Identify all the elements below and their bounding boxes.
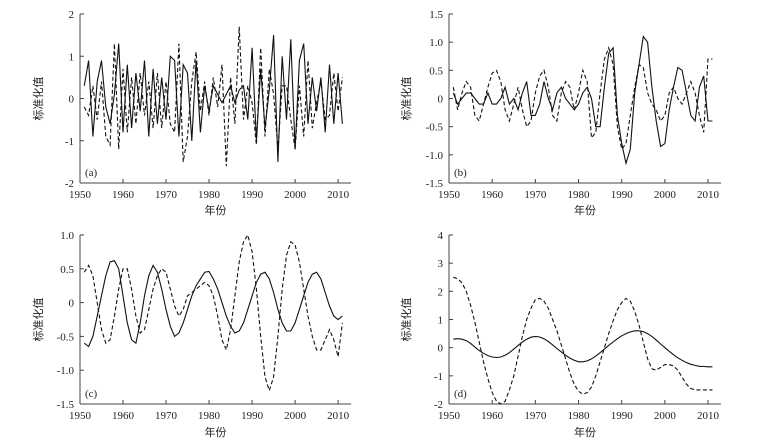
panel-b-x-tick-label: 1990 [611,189,634,201]
panel-d-x-tick-label: 1990 [611,410,634,422]
panel-d-y-tick-label: -1 [434,371,443,383]
panel-b-x-axis-label: 年份 [574,203,596,217]
panel-b-y-axis-label: 标准化值 [399,77,413,121]
panel-a-x-tick-label: 1970 [155,189,178,201]
panel-d-y-tick-label: 4 [438,230,444,242]
panel-d-y-tick-label: 3 [438,258,444,270]
panel-d-series-solid-line [453,330,713,368]
panel-a: -2 -1 0 1 2 1950 1960 1970 1980 1990 2000 2010 年份 标准化… [31,9,351,217]
panel-c-y-tick-label: 0.5 [60,264,74,276]
panel-b-x-tick-label: 1980 [568,189,591,201]
panel-d-series-dashed-line [453,276,713,405]
panel-c-x-tick-label: 1960 [112,410,135,422]
panel-b-series-solid-line [452,35,713,166]
panel-c-y-tick-label: -1.0 [57,365,75,377]
panel-d-y-tick-label: 2 [438,286,444,298]
panel-c-y-tick-label: -1.5 [57,399,75,411]
panel-c-y-tick-label: 1.0 [60,230,74,242]
panel-a-series-solid-line [83,35,343,162]
panel-d-label: (d) [454,388,467,400]
panel-a-x-tick-label: 1950 [69,189,92,201]
panel-c-x-axis-label: 年份 [205,425,227,439]
panel-d-y-tick-label: 0 [438,343,444,355]
panel-d-x-tick-label: 1970 [524,410,547,422]
panel-b-y-tick-label: -1.5 [426,178,444,190]
panel-c-x-tick-label: 2000 [284,410,307,422]
panel-c-y-tick-label: 0 [69,298,75,310]
panel-a-x-tick-label: 1990 [241,189,264,201]
panel-c-x-tick-label: 2010 [327,410,350,422]
panel-c-x-tick-label: 1950 [69,410,92,422]
panel-c-y-axis-label: 标准化值 [31,298,45,342]
panel-d-x-tick-label: 2000 [654,410,677,422]
panel-a-label: (a) [85,167,98,179]
panel-c-x-tick-label: 1970 [155,410,178,422]
panel-a-x-tick-label: 2000 [284,189,307,201]
panel-a-x-tick-label: 1980 [198,189,221,201]
panel-c-series-dashed-line [83,233,343,393]
panel-a-x-axis-label: 年份 [205,203,227,217]
panel-a-y-tick-label: 1 [69,51,75,63]
panel-b-series-dashed-line [452,45,713,151]
panel-d-x-tick-label: 1960 [481,410,504,422]
panel-a-series-dashed-line [83,26,343,167]
panel-a-x-tick-label: 2010 [327,189,350,201]
panel-c-y-tick-label: -0.5 [57,331,75,343]
panel-b-x-tick-label: 1960 [481,189,504,201]
panel-d: -2 -1 0 1 2 3 4 1950 1960 1970 1980 1990 2000 2010 年份 标… [399,230,721,439]
panel-d-y-tick-label: 1 [438,315,444,327]
panel-c-x-tick-label: 1980 [198,410,221,422]
panel-a-y-tick-label: 0 [69,94,75,106]
panel-d-y-tick-label: -2 [434,399,443,411]
panel-d-x-tick-label: 1980 [568,410,591,422]
panel-b-y-tick-label: 1.5 [429,9,443,21]
panel-b-x-tick-label: 1950 [438,189,461,201]
panel-b-y-tick-label: -1.0 [426,150,444,162]
panel-b-y-tick-label: 0.5 [429,65,443,77]
panel-d-x-tick-label: 2010 [697,410,720,422]
panel-c: -1.5 -1.0 -0.5 0 0.5 1.0 1950 1960 1970 1980 1990 2… [31,230,351,439]
panel-b-y-tick-label: -0.5 [426,122,444,134]
panel-b-y-tick-label: 0 [438,94,444,106]
panel-b-y-tick-label: 1.0 [429,37,443,49]
panel-a-y-tick-label: -2 [65,178,74,190]
panel-a-y-axis-label: 标准化值 [31,77,45,121]
panel-d-y-axis-label: 标准化值 [399,298,413,342]
panel-a-y-tick-label: -1 [65,136,74,148]
panel-c-label: (c) [85,388,98,400]
panel-c-x-tick-label: 1990 [241,410,264,422]
panel-d-x-tick-label: 1950 [438,410,461,422]
panel-b-label: (b) [454,167,467,179]
panel-c-series-solid-line [83,260,343,348]
panel-a-y-tick-label: 2 [69,9,75,21]
panel-b: -1.5 -1.0 -0.5 0 0.5 1.0 1.5 1950 1960 1970 1980 19… [399,9,721,217]
panel-b-x-tick-label: 2000 [654,189,677,201]
panel-b-x-tick-label: 2010 [697,189,720,201]
panel-d-x-axis-label: 年份 [574,425,596,439]
panel-b-x-tick-label: 1970 [524,189,547,201]
panel-a-x-tick-label: 1960 [112,189,135,201]
